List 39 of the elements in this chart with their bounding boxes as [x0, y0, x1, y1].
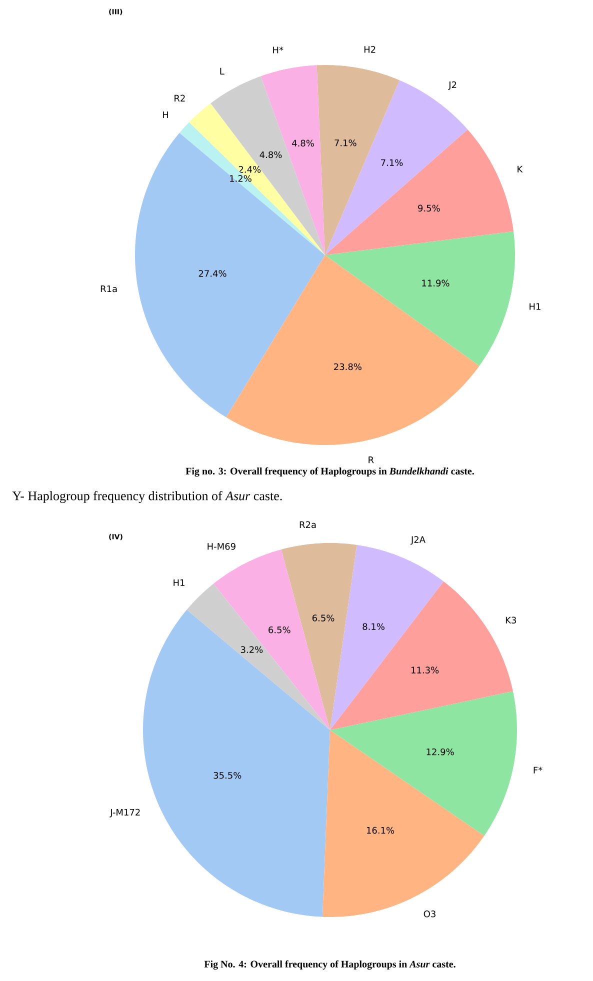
slice-label: J-M172 — [110, 808, 140, 818]
data-label: 23.8% — [334, 363, 362, 370]
data-label: 6.5% — [312, 614, 334, 622]
slice-label: H* — [273, 46, 284, 54]
data-label: 7.1% — [381, 159, 403, 166]
slice-label: J2A — [410, 536, 426, 545]
slice-label: H2 — [364, 46, 376, 53]
slice-label: K3 — [506, 616, 516, 624]
data-label: 7.1% — [334, 139, 356, 146]
data-label: 27.4% — [198, 270, 226, 277]
text: Y- Haplogroup frequency distribution of Asur caste. — [12, 491, 282, 503]
slice-label: H — [162, 111, 168, 118]
slice-label: R2 — [174, 94, 185, 102]
slice-label: J2 — [448, 81, 456, 90]
data-label: 9.5% — [418, 204, 440, 212]
slice-label: K — [518, 166, 523, 172]
text: Fig no. 3: Overall frequency of Haplogroups in Bundelkhandi caste. — [186, 467, 474, 477]
slice-label: H1 — [530, 303, 540, 310]
slice-label: F* — [534, 766, 542, 774]
data-label: 4.8% — [292, 140, 314, 147]
data-label: 11.3% — [412, 666, 439, 674]
data-label: 11.9% — [422, 280, 450, 286]
slice-label: H1 — [174, 579, 184, 586]
data-label: 3.2% — [240, 646, 263, 654]
slice-label: L — [220, 68, 224, 74]
text: Fig No. 4: Overall frequency of Haplogroups in Asur caste. — [204, 960, 456, 970]
slice-label: H-M69 — [208, 543, 236, 550]
data-label: 8.1% — [362, 623, 384, 630]
slice-label: O3 — [424, 910, 436, 918]
data-label: 6.5% — [268, 626, 290, 634]
data-label: 1.2% — [230, 175, 252, 182]
data-label: 12.9% — [426, 748, 454, 756]
data-label: 16.1% — [366, 826, 394, 834]
data-label: 4.8% — [260, 151, 282, 158]
data-label: 2.4% — [238, 166, 261, 173]
slice-label: R2a — [300, 521, 316, 528]
slice-label: R — [368, 456, 374, 464]
data-label: 35.5% — [214, 772, 242, 779]
slice-label: R1a — [100, 286, 117, 292]
